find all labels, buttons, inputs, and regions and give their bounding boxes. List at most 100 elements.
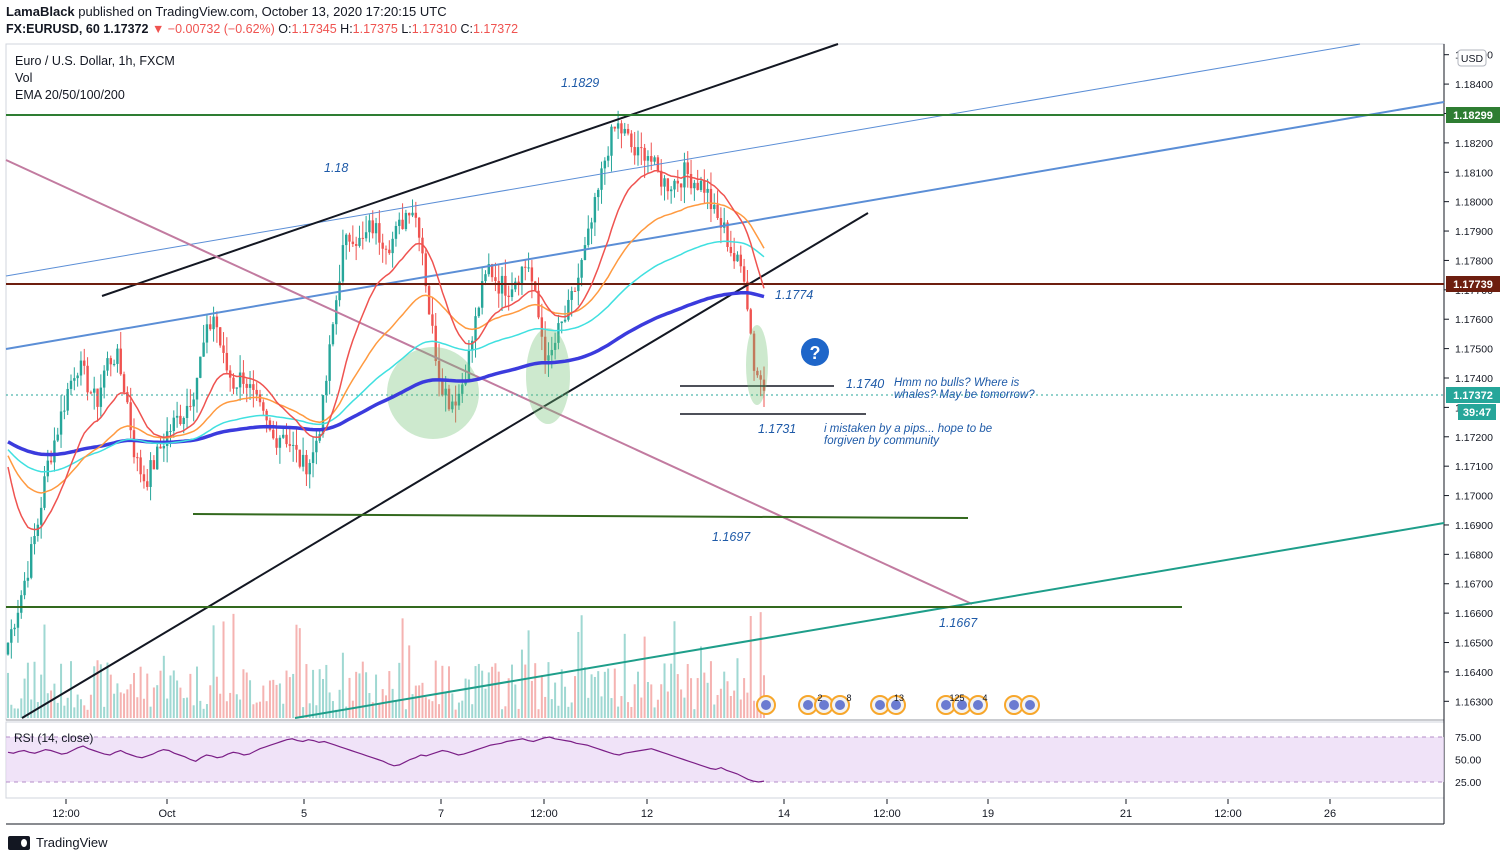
author-name[interactable]: LamaBlack	[6, 4, 75, 19]
volume-bar	[209, 685, 212, 718]
candle-body	[616, 123, 620, 129]
volume-bar	[378, 703, 381, 718]
candle-body	[490, 264, 494, 278]
volume-bar	[653, 707, 656, 718]
candle-body	[736, 254, 739, 262]
time-axis[interactable]: 12:00 Oct 5 7 12:00 12 14 12:00 19 21 12:00 26	[52, 799, 1336, 820]
candle-body	[457, 393, 461, 406]
note-1-line-2[interactable]: whales? May be tomorrow?	[894, 389, 1035, 401]
volume-bar	[109, 674, 112, 718]
tradingview-logo[interactable]: TradingView	[8, 835, 108, 850]
candle-body	[96, 388, 99, 407]
candle-body	[6, 642, 10, 655]
note-2-line-2[interactable]: forgiven by community	[824, 435, 940, 447]
currency-badge[interactable]	[1457, 49, 1487, 67]
candle-body	[447, 388, 451, 410]
highlight-ellipse-1[interactable]	[387, 347, 479, 439]
ema-50-line[interactable]	[7, 202, 765, 494]
annotation-1-1667[interactable]: 1.1667	[939, 616, 978, 630]
volume-bar	[716, 694, 719, 718]
note-2-line-1[interactable]: i mistaken by a pips... hope to be	[824, 423, 992, 435]
annotation-1-1731[interactable]: 1.1731	[758, 422, 796, 436]
candle-body	[759, 375, 762, 380]
event-count-label: 2	[817, 693, 822, 703]
lower-wedge-line[interactable]	[21, 212, 869, 719]
volume-bar	[530, 680, 533, 718]
rsi-line[interactable]	[7, 736, 765, 783]
volume-bar	[255, 702, 258, 718]
annotation-1-18[interactable]: 1.18	[324, 161, 348, 175]
annotation-1-1697[interactable]: 1.1697	[712, 530, 751, 544]
candle-body	[660, 170, 663, 187]
volume-bar	[63, 705, 66, 718]
economic-events[interactable]: 2 8 13 125 4	[756, 693, 1040, 715]
volume-bar	[129, 684, 132, 718]
candle-body	[716, 204, 719, 219]
volume-bar	[292, 673, 295, 718]
legend-ema[interactable]: EMA 20/50/100/200	[15, 88, 125, 102]
volume-bar	[106, 662, 109, 718]
volume-bar	[40, 674, 43, 718]
volume-bar	[166, 698, 169, 718]
teal-support-line[interactable]	[294, 522, 1445, 719]
volume-bar	[152, 687, 155, 718]
volume-bar	[391, 688, 394, 718]
rsi-label[interactable]: RSI (14, close)	[14, 731, 93, 745]
price-tick-label: 1.16500	[1455, 638, 1493, 650]
candle-body	[487, 264, 490, 275]
candle-body	[477, 307, 481, 317]
level-1-1697-line[interactable]	[192, 513, 969, 519]
highlight-ellipse-3[interactable]	[746, 325, 768, 405]
candle-body	[467, 350, 471, 382]
ema-200-line[interactable]	[7, 290, 765, 457]
annotation-1-1774[interactable]: 1.1774	[775, 288, 813, 302]
candle-body	[427, 286, 431, 315]
volume-bar	[461, 700, 464, 718]
candle-body	[146, 481, 149, 487]
volume-bar	[441, 665, 444, 718]
annotation-1-1740[interactable]: 1.1740	[846, 377, 884, 391]
event-flag-center	[891, 700, 901, 710]
ema-100-line[interactable]	[7, 240, 765, 473]
annotation-1-1829[interactable]: 1.1829	[561, 76, 599, 90]
volume-bar	[411, 694, 414, 718]
volume-bar	[398, 662, 401, 718]
event-flag-center	[1025, 700, 1035, 710]
upper-channel-thin-line[interactable]	[5, 43, 1361, 277]
candle-body	[527, 267, 530, 269]
volume-bar	[474, 666, 477, 718]
question-icon[interactable]	[801, 338, 829, 366]
upper-wedge-line[interactable]	[101, 43, 839, 297]
volume-bar	[613, 668, 616, 718]
blue-trend-line[interactable]	[5, 101, 1445, 350]
volume-bar	[753, 700, 756, 718]
candle-body	[66, 388, 69, 411]
volume-bar	[643, 636, 646, 718]
candle-body	[195, 377, 199, 400]
volume-bar	[646, 682, 649, 718]
candle-body	[331, 324, 335, 345]
pink-downtrend-line[interactable]	[5, 159, 973, 605]
event-flag-center	[803, 700, 813, 710]
note-1-line-1[interactable]: Hmm no bulls? Where is	[894, 377, 1020, 389]
candle-body	[255, 389, 258, 395]
candle-body	[109, 358, 112, 365]
time-tick-label: 26	[1324, 808, 1336, 820]
legend-vol[interactable]: Vol	[15, 71, 32, 85]
volume-bar	[196, 666, 198, 718]
candle-body	[600, 168, 603, 190]
candle-body	[497, 280, 500, 294]
volume-bar	[295, 624, 298, 718]
ema-20-line[interactable]	[7, 170, 765, 531]
volume-bar	[162, 655, 165, 718]
price-axis[interactable]: 1.185001.184001.183001.182001.181001.180…	[1444, 50, 1493, 709]
candle-body	[451, 401, 454, 410]
price-tick-label: 1.16400	[1455, 667, 1493, 679]
legend-title[interactable]: Euro / U.S. Dollar, 1h, FXCM	[15, 54, 175, 68]
highlight-ellipse-2[interactable]	[526, 328, 570, 424]
volume-bar	[736, 658, 739, 718]
volume-bar	[278, 683, 281, 718]
volume-bar	[590, 674, 593, 718]
candle-body	[209, 324, 212, 330]
